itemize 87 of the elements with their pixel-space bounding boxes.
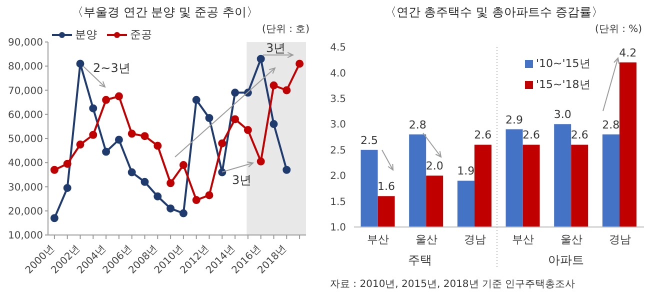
y-tick-label: 3.5 (330, 94, 346, 105)
point (89, 130, 98, 139)
legend-label: '10~'15년 (536, 56, 590, 71)
point (270, 81, 278, 90)
x-tick-label: 부산 (512, 232, 534, 246)
point (218, 168, 226, 176)
y-tick-label: 4.0 (330, 68, 346, 80)
point (282, 86, 291, 94)
text: 아파트 (548, 252, 584, 269)
legend-label: 분양 (75, 27, 97, 42)
point (140, 178, 149, 186)
point (63, 184, 72, 192)
point (76, 60, 84, 68)
x-tick-label: 울산 (416, 232, 438, 246)
text: 주택 (408, 252, 432, 269)
point (154, 192, 162, 200)
point (282, 166, 291, 174)
point (218, 139, 226, 148)
chart-title: 〈부울경 연간 분양 및 준공 추이〉 (70, 4, 260, 21)
point (256, 54, 265, 63)
y-tick-label: 1.0 (330, 222, 346, 234)
y-tick-label: 3.0 (330, 120, 346, 131)
point (166, 204, 175, 212)
point (114, 136, 123, 144)
point (192, 196, 200, 204)
y-tick-label: 40,000 (8, 158, 43, 170)
data-label: 2.0 (426, 160, 444, 173)
point (205, 114, 214, 122)
x-tick-label: 부산 (367, 232, 390, 246)
point (192, 96, 200, 104)
point (63, 160, 72, 168)
point (114, 92, 123, 100)
point (296, 60, 304, 68)
y-tick-label: 70,000 (8, 86, 43, 97)
y-tick-label: 4.5 (330, 42, 346, 54)
annotation: 3년 (232, 172, 252, 189)
point (76, 140, 84, 149)
point (166, 179, 175, 188)
x-tick-label: 경남 (608, 232, 631, 246)
data-label: 1.9 (457, 164, 475, 178)
point (179, 161, 188, 170)
point (231, 88, 240, 97)
legend-label: '15~'18년 (536, 77, 590, 92)
y-tick-label: 20,000 (8, 206, 43, 218)
y-tick-label: 2.5 (330, 145, 346, 156)
x-tick-label: 울산 (560, 232, 582, 246)
data-label: 4.2 (619, 46, 637, 60)
point (140, 132, 149, 140)
point (179, 209, 188, 218)
y-tick-label: 30,000 (8, 182, 43, 194)
point (50, 166, 58, 174)
point (256, 157, 265, 166)
data-label: 2.8 (408, 118, 426, 132)
point (102, 148, 110, 156)
data-label: 1.6 (378, 180, 396, 194)
point (244, 126, 252, 134)
point (102, 96, 110, 104)
chart-title: 〈연간 총주택수 및 총아파트수 증감률〉 (383, 4, 605, 21)
data-label: 2.6 (522, 128, 540, 142)
data-label: 3.0 (554, 108, 572, 122)
text: (단위 : 호) (262, 23, 310, 36)
data-label: 2.6 (474, 128, 492, 142)
text: (단위 : %) (595, 23, 642, 36)
point (128, 168, 136, 176)
data-label: 2.5 (360, 134, 378, 147)
text: 자료 : 2010년, 2015년, 2018년 기준 인구주택총조사 (330, 278, 576, 291)
point (89, 104, 98, 112)
annotation: 2~3년 (93, 60, 130, 77)
point (154, 142, 162, 150)
y-tick-label: 90,000 (8, 38, 43, 49)
y-tick-label: 10,000 (8, 230, 43, 242)
point (270, 120, 278, 128)
point (50, 214, 58, 222)
point (231, 115, 240, 124)
point (205, 191, 214, 200)
y-tick-label: 80,000 (8, 62, 43, 73)
legend-label: 준공 (130, 27, 152, 42)
data-label: 2.6 (570, 128, 588, 142)
x-tick-label: 경남 (464, 232, 486, 246)
y-tick-label: 60,000 (8, 110, 43, 121)
data-label: 2.9 (506, 113, 524, 126)
data-label: 2.8 (602, 118, 620, 132)
annotation: 3년 (266, 40, 286, 57)
y-tick-label: 2.0 (330, 171, 346, 182)
y-tick-label: 1.5 (330, 196, 346, 208)
point (128, 130, 136, 138)
y-tick-label: 50,000 (8, 134, 43, 146)
